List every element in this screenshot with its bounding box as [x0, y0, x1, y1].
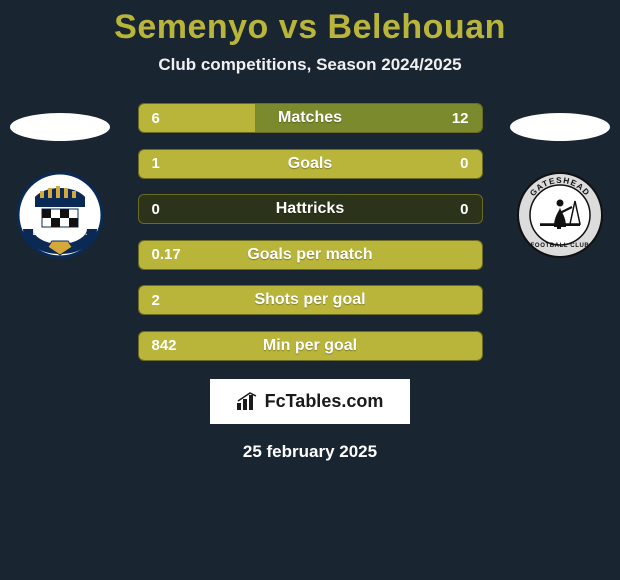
- stat-row: 10Goals: [138, 149, 483, 179]
- stat-row: 0.17Goals per match: [138, 240, 483, 270]
- stat-bar-left: [139, 104, 256, 132]
- club-crest-right: GATESHEAD FOOTBALL CLUB: [510, 171, 610, 259]
- stat-row: 0 0Hattricks: [138, 194, 483, 224]
- club-crest-left: EASTLEIGH F.C.: [10, 171, 110, 259]
- stat-row: 842Min per goal: [138, 331, 483, 361]
- vs-text: vs: [279, 8, 328, 46]
- stat-bar-left: [139, 150, 482, 178]
- stat-bar-left: [139, 286, 482, 314]
- stat-bar-left: [139, 332, 482, 360]
- page-title: Semenyo vs Belehouan: [0, 0, 620, 47]
- stat-row: 612Matches: [138, 103, 483, 133]
- stat-bars: 612Matches 10Goals 0 0Hattricks 0.17Goals pe…: [138, 103, 483, 361]
- brand-text: FcTables.com: [265, 391, 384, 412]
- stat-bar-right: [255, 104, 481, 132]
- comparison-panel: EASTLEIGH F.C. GATESHEAD FOOTBALL CLUB 6…: [0, 103, 620, 361]
- country-flag-left: [10, 113, 110, 141]
- stat-bar-left: [139, 241, 482, 269]
- country-flag-right: [510, 113, 610, 141]
- subtitle: Club competitions, Season 2024/2025: [0, 55, 620, 75]
- stat-value-right: 0: [447, 195, 481, 223]
- player-1-name: Semenyo: [114, 8, 269, 46]
- svg-text:EASTLEIGH F.C.: EASTLEIGH F.C.: [33, 230, 88, 237]
- date-text: 25 february 2025: [0, 442, 620, 462]
- chart-icon: [237, 392, 259, 410]
- brand-link[interactable]: FcTables.com: [210, 379, 410, 424]
- stat-row: 2Shots per goal: [138, 285, 483, 315]
- svg-text:FOOTBALL CLUB: FOOTBALL CLUB: [531, 243, 590, 249]
- player-2-name: Belehouan: [328, 8, 506, 46]
- stat-value-left: 0: [139, 195, 173, 223]
- stat-label: Hattricks: [139, 195, 482, 223]
